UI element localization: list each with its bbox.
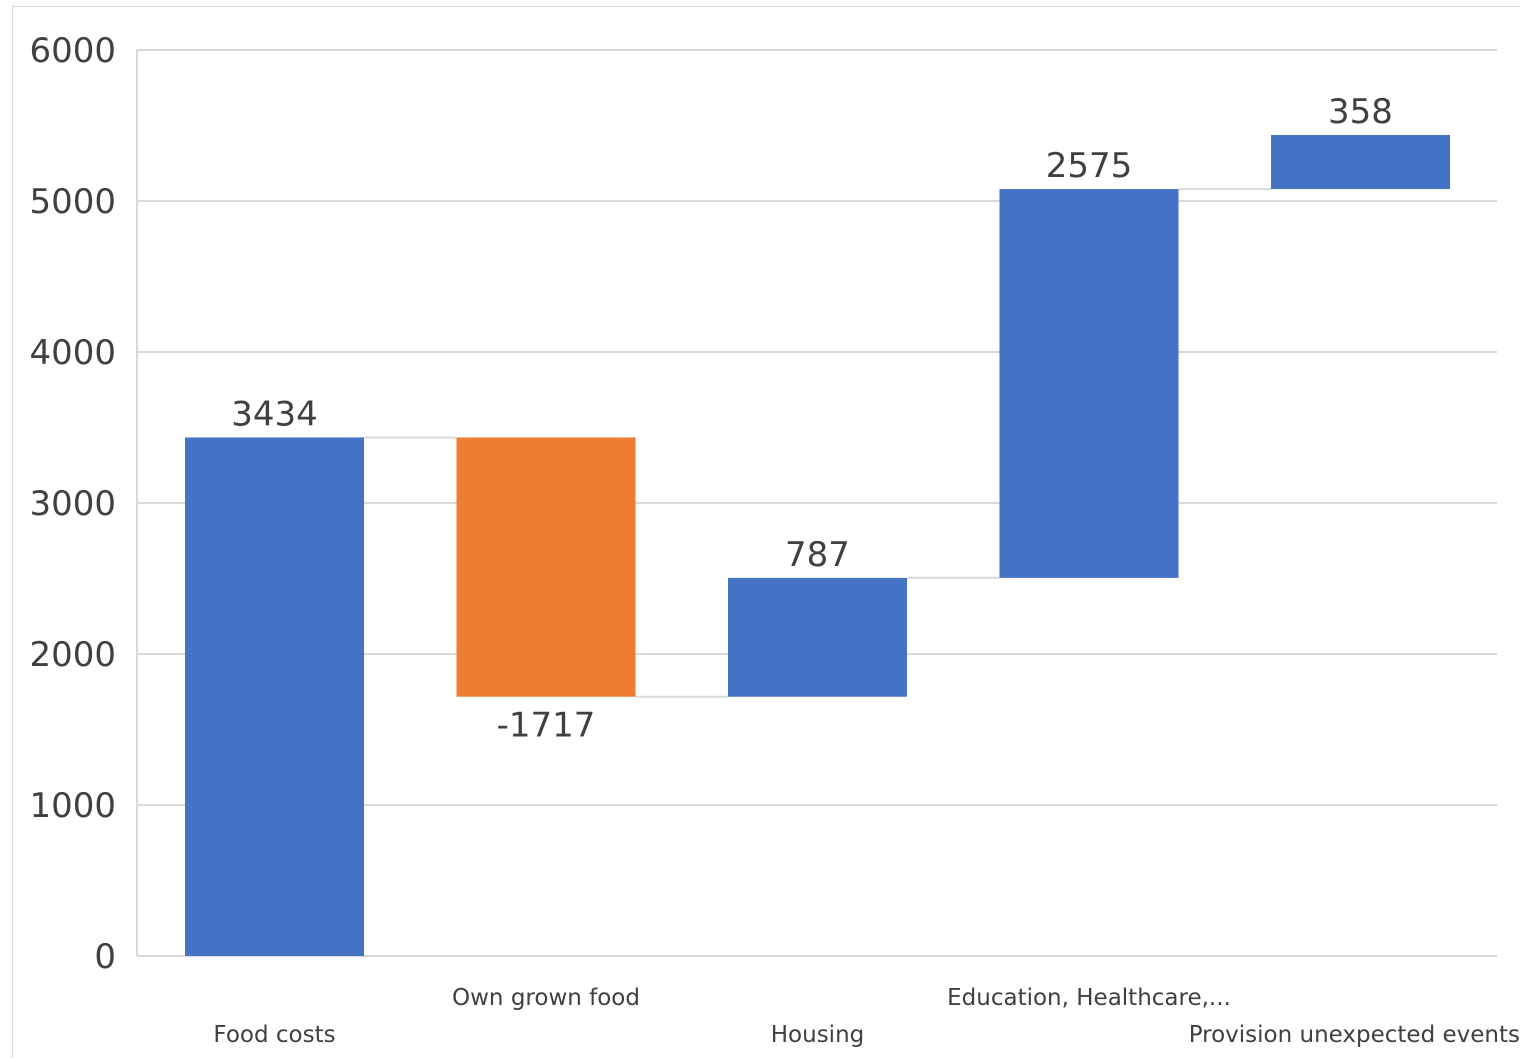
x-category-label: Own grown food [452, 985, 640, 1011]
chart-frame [12, 6, 1520, 1058]
data-label: 3434 [231, 394, 318, 434]
y-tick-label: 0 [94, 937, 116, 977]
x-category-label: Education, Healthcare,... [947, 985, 1231, 1011]
waterfall-bar [1271, 135, 1450, 190]
y-tick-label: 3000 [29, 484, 116, 524]
y-tick-label: 6000 [29, 31, 116, 71]
waterfall-bar [456, 437, 636, 697]
waterfall-bar [728, 577, 907, 697]
y-tick-label: 1000 [29, 786, 116, 826]
y-tick-label: 5000 [29, 182, 116, 222]
data-label: 2575 [1046, 146, 1133, 186]
data-label: 787 [785, 535, 850, 575]
x-category-label: Provision unexpected events [1189, 1022, 1520, 1048]
data-label: -1717 [497, 706, 596, 746]
waterfall-bar [185, 437, 364, 956]
data-label: 358 [1328, 92, 1393, 132]
y-tick-label: 4000 [29, 333, 116, 373]
x-category-label: Housing [771, 1022, 865, 1048]
waterfall-bar [999, 189, 1179, 578]
y-tick-label: 2000 [29, 635, 116, 675]
x-category-label: Food costs [213, 1022, 335, 1048]
